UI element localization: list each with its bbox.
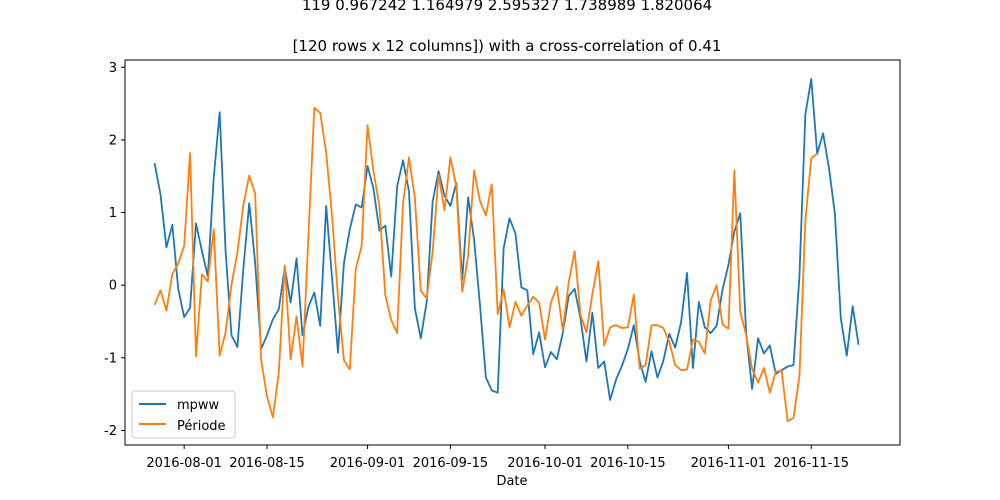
legend-label-periode: Période [177,419,226,434]
y-tick-label: -1 [104,351,117,366]
x-tick-label: 2016-11-01 [691,456,767,471]
y-axis: -2 -1 0 1 2 3 [104,61,125,439]
legend: mpww Période [131,390,236,439]
x-tick-label: 2016-09-15 [413,456,489,471]
chart-title-line-1: 119 0.967242 1.164979 2.595327 1.738989 … [302,0,712,14]
x-tick-label: 2016-10-15 [590,456,666,471]
x-axis-label: Date [496,474,527,489]
legend-box [131,390,236,439]
x-tick-label: 2016-08-01 [146,456,222,471]
x-tick-label: 2016-11-15 [773,456,849,471]
series-line-0 [153,77,860,401]
x-tick-label: 2016-09-01 [330,456,406,471]
y-tick-label: 1 [109,206,117,221]
y-tick-label: -2 [104,424,117,439]
x-tick-label: 2016-08-15 [229,456,305,471]
y-tick-label: 3 [109,61,117,76]
plot-area-frame [124,59,901,446]
chart-title-line-2: [120 rows x 12 columns]) with a cross-co… [293,37,722,55]
legend-label-mpww: mpww [177,398,220,413]
x-axis: 2016-08-01 2016-08-15 2016-09-01 2016-09-15… [146,445,849,471]
series-layer [153,77,860,422]
y-tick-label: 0 [109,279,117,294]
series-line-1 [153,107,818,422]
x-tick-label: 2016-10-01 [507,456,583,471]
y-tick-label: 2 [109,133,117,148]
